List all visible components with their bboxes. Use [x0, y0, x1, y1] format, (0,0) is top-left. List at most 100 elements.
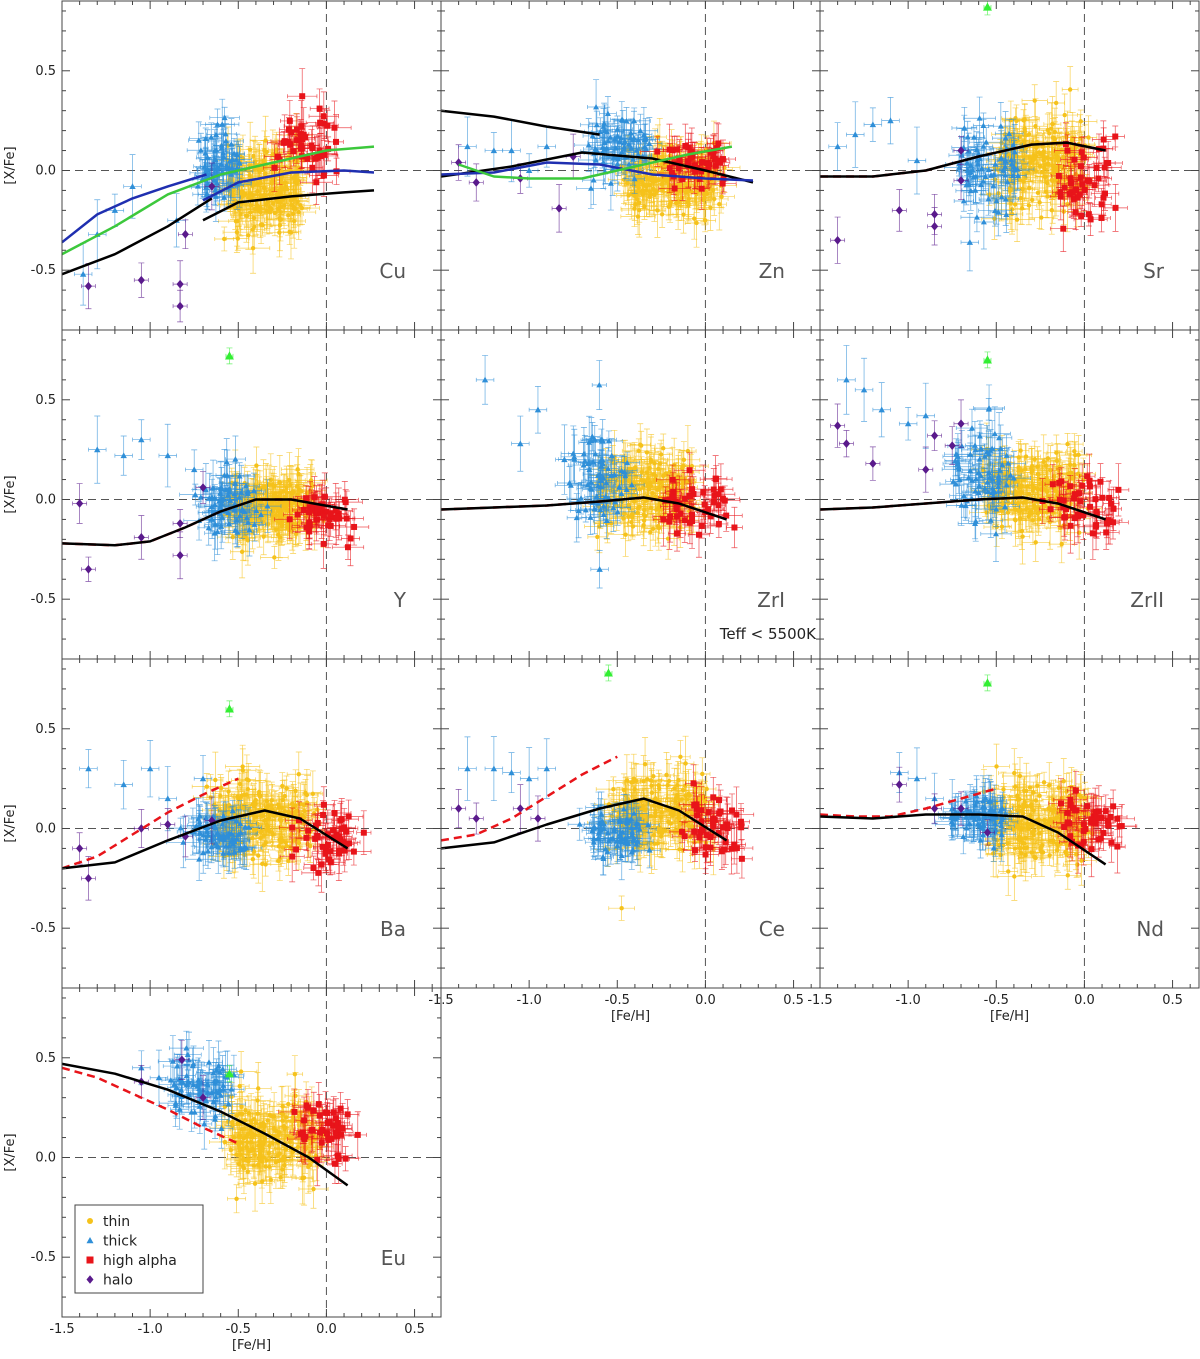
thick-point-marker — [614, 508, 621, 515]
thin-point — [222, 211, 252, 253]
thick-point-marker — [976, 115, 983, 121]
thin-point-marker — [1026, 131, 1032, 137]
thin-point — [672, 195, 695, 234]
thick-point-marker — [138, 436, 145, 443]
high-alpha-point-marker — [299, 93, 306, 100]
thick-point-marker — [618, 149, 625, 155]
halo-point — [133, 515, 149, 560]
thick-point — [612, 121, 635, 166]
high-alpha-point-marker — [685, 160, 692, 167]
thick-point — [863, 107, 883, 142]
thin-point-marker — [268, 477, 274, 483]
thick-point — [952, 164, 981, 206]
thick-point — [591, 360, 607, 410]
high-alpha-point — [340, 510, 361, 567]
high-alpha-point — [308, 91, 339, 141]
thick-point-marker — [202, 150, 209, 156]
special-point-marker — [224, 351, 234, 360]
thick-point-marker — [214, 528, 221, 535]
halo-point — [891, 189, 907, 232]
high-alpha-point-marker — [1100, 194, 1107, 201]
thick-point-marker — [976, 155, 983, 162]
high-alpha-point-marker — [341, 496, 348, 503]
high-alpha-point — [1069, 137, 1094, 168]
model-line-green — [62, 145, 375, 256]
thick-point — [584, 117, 617, 147]
thick-point — [574, 118, 604, 172]
thin-point-marker — [1013, 116, 1018, 121]
high-alpha-point-marker — [294, 511, 301, 518]
high-alpha-point-marker — [320, 113, 327, 120]
thick-point-marker — [970, 173, 977, 180]
thin-point — [229, 191, 251, 237]
panel-data — [820, 1, 1128, 272]
high-alpha-point-marker — [1095, 175, 1102, 182]
thin-point-marker — [1017, 177, 1023, 182]
thick-point-marker — [232, 480, 239, 486]
thick-point-marker — [980, 219, 987, 225]
thin-point-marker — [287, 482, 293, 487]
thin-point-marker — [1078, 119, 1083, 124]
high-alpha-point — [1069, 136, 1098, 179]
high-alpha-point — [317, 100, 352, 155]
high-alpha-point-marker — [1067, 175, 1074, 182]
thick-point — [73, 242, 93, 306]
thick-point — [992, 172, 1019, 226]
thin-point-marker — [648, 529, 653, 535]
thick-point — [1002, 124, 1028, 180]
halo-point-marker — [176, 301, 184, 311]
high-alpha-point — [640, 136, 675, 167]
thin-point-marker — [683, 190, 689, 195]
thick-point — [1009, 161, 1027, 190]
thick-point — [881, 97, 900, 145]
high-alpha-point-marker — [714, 157, 721, 164]
thin-point-marker — [680, 485, 686, 490]
thin-point-marker — [632, 499, 637, 504]
high-alpha-point-marker — [705, 164, 712, 171]
model-line-blue — [441, 161, 754, 182]
thick-point-marker — [258, 511, 265, 518]
thick-point — [209, 508, 226, 556]
thin-point-marker — [638, 442, 643, 447]
halo-point — [72, 483, 88, 524]
thick-point-marker — [246, 526, 253, 533]
high-alpha-point — [330, 480, 359, 519]
thin-point — [1045, 122, 1062, 153]
thin-point — [240, 177, 267, 213]
thick-point — [226, 464, 256, 521]
thick-point-marker — [834, 143, 841, 150]
thin-point-marker — [271, 494, 277, 499]
thick-point-marker — [599, 460, 606, 467]
thin-point-marker — [1062, 112, 1067, 118]
high-alpha-point — [1069, 205, 1093, 227]
high-alpha-point — [297, 485, 321, 539]
thick-point-marker — [195, 137, 202, 143]
thick-point-marker — [191, 466, 198, 473]
high-alpha-point — [1098, 148, 1116, 178]
panel-sr: Sr — [819, 0, 1200, 331]
thick-point-marker — [961, 124, 968, 131]
halo-point-marker — [84, 564, 93, 574]
thick-point — [88, 415, 107, 484]
halo-point-marker — [199, 483, 207, 492]
thin-point-marker — [637, 207, 642, 213]
high-alpha-point-marker — [317, 119, 324, 126]
y-tick-label: 0.0 — [35, 163, 56, 178]
thick-point — [968, 127, 1004, 158]
high-alpha-point — [1073, 202, 1108, 236]
thin-point — [259, 169, 280, 220]
thick-point — [211, 126, 232, 170]
thin-point — [1000, 196, 1024, 232]
high-alpha-point-marker — [324, 122, 331, 129]
panel-data — [441, 79, 754, 248]
thick-point — [232, 475, 260, 497]
thick-point-marker — [211, 148, 218, 154]
thick-point-marker — [983, 139, 990, 145]
thin-point — [623, 508, 640, 536]
thin-point — [256, 179, 276, 231]
thin-point-marker — [710, 187, 716, 193]
high-alpha-point-marker — [303, 495, 310, 502]
thick-point-marker — [242, 482, 249, 489]
thin-point-marker — [635, 197, 640, 202]
high-alpha-point-marker — [699, 159, 706, 166]
